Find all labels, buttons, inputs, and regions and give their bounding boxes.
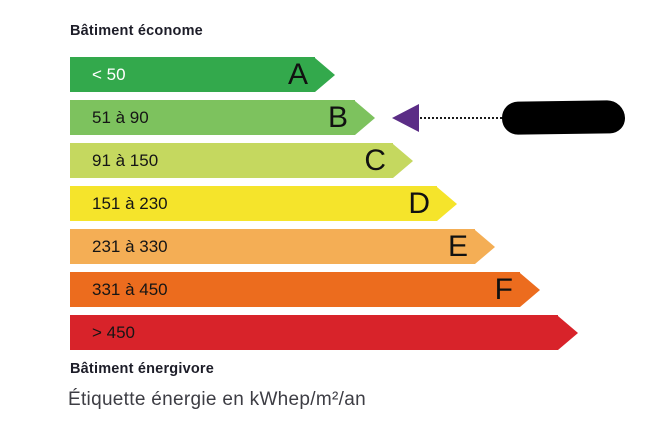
energy-scale: < 50 A 51 à 90 B 91 à 150 C 151 à 2 xyxy=(70,57,626,358)
energy-row-d: 151 à 230 D xyxy=(70,186,625,221)
bar-tip xyxy=(520,272,540,307)
range-label: < 50 xyxy=(92,64,126,84)
redacted-value xyxy=(501,100,626,135)
energy-bar-f: 331 à 450 F xyxy=(70,272,520,307)
class-letter: E xyxy=(447,230,468,263)
class-letter: D xyxy=(408,187,430,220)
range-label: 151 à 230 xyxy=(92,193,168,213)
energy-bar-c: 91 à 150 C xyxy=(70,143,393,178)
bar-tip xyxy=(355,100,375,135)
energy-bar-d: 151 à 230 D xyxy=(70,186,437,221)
selected-class-arrow-icon xyxy=(392,103,419,132)
class-letter: F xyxy=(494,273,513,306)
range-label: > 450 xyxy=(92,322,136,342)
range-label: 91 à 150 xyxy=(92,150,159,170)
energy-row-a: < 50 A xyxy=(70,57,625,92)
energy-bar-b: 51 à 90 B xyxy=(70,100,355,135)
range-label: 51 à 90 xyxy=(92,107,149,127)
energy-bar-e: 231 à 330 E xyxy=(70,229,475,264)
range-label: 331 à 450 xyxy=(92,279,168,299)
energy-bar-a: < 50 A xyxy=(70,57,315,92)
bar-tip xyxy=(315,57,335,92)
top-label: Bâtiment économe xyxy=(70,23,203,39)
energy-row-c: 91 à 150 C xyxy=(70,143,625,178)
bar-tip xyxy=(393,143,413,178)
bottom-label: Bâtiment énergivore xyxy=(70,361,215,377)
energy-row-g: > 450 xyxy=(70,315,625,350)
class-letter: C xyxy=(364,144,386,177)
class-letter: A xyxy=(287,58,308,91)
energy-row-f: 331 à 450 F xyxy=(70,272,625,307)
energy-bar-g: > 450 xyxy=(70,315,558,350)
bar-tip xyxy=(475,229,495,264)
bar-tip xyxy=(558,315,578,350)
class-letter: B xyxy=(327,101,348,134)
range-label: 231 à 330 xyxy=(92,236,168,256)
energy-row-e: 231 à 330 E xyxy=(70,229,625,264)
bar-tip xyxy=(437,186,457,221)
caption: Étiquette énergie en kWhep/m²/an xyxy=(68,389,366,410)
energy-row-b: 51 à 90 B xyxy=(70,100,626,135)
dotted-connector-line xyxy=(420,116,502,119)
